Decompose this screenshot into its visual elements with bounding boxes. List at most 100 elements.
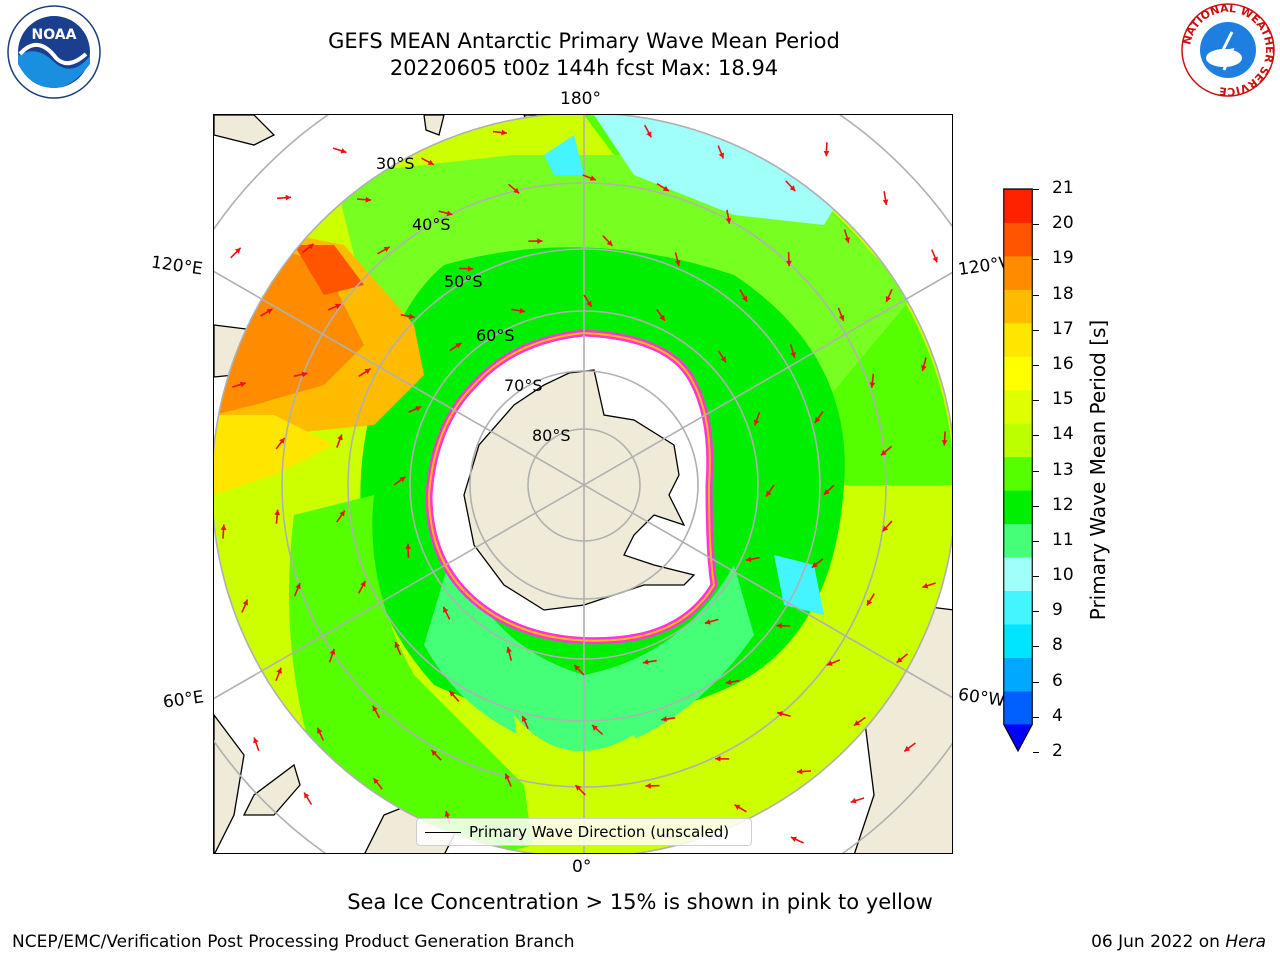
direction-arrow-head (745, 556, 752, 563)
direction-arrow-head (340, 148, 347, 154)
direction-arrow-head (941, 440, 948, 446)
colorbar-segment (1003, 322, 1033, 357)
colorbar-tick-mark (1033, 646, 1039, 648)
direction-arrow-head (234, 247, 241, 254)
colorbar-label: Primary Wave Mean Period [s] (1086, 319, 1110, 621)
colorbar-segment (1003, 255, 1033, 290)
colorbar-segment (1003, 523, 1033, 558)
colorbar-tick-label: 18 (1052, 283, 1074, 304)
colorbar-tick-label: 10 (1052, 565, 1074, 586)
direction-arrow-head (766, 490, 772, 497)
colorbar-tick-mark (1033, 435, 1039, 437)
direction-arrow-head (504, 773, 511, 780)
colorbar-segment (1003, 389, 1033, 424)
colorbar-tick-label: 21 (1052, 178, 1074, 198)
direction-arrow-head (896, 657, 903, 663)
direction-arrow-head (741, 295, 748, 302)
direction-arrow-head (662, 185, 669, 191)
direction-arrow-head (826, 660, 833, 666)
direction-arrow-head (869, 382, 876, 388)
direction-arrow-head (317, 727, 323, 734)
colorbar-tick-label: 17 (1052, 318, 1074, 339)
colorbar-tick-mark (1033, 259, 1039, 261)
direction-arrow-head (790, 351, 796, 358)
direction-arrow-head (295, 583, 301, 590)
direction-arrow-head (715, 755, 721, 762)
footer-date-text: 06 Jun 2022 on (1091, 932, 1226, 952)
direction-arrow-head (789, 185, 796, 192)
direction-arrow-head (922, 582, 929, 589)
colorbar-tick-mark (1033, 540, 1039, 542)
chart-title: GEFS MEAN Antarctic Primary Wave Mean Pe… (328, 29, 840, 53)
direction-arrow-head (329, 648, 336, 655)
colorbar-segment (1003, 423, 1033, 458)
direction-arrow-head (882, 525, 889, 532)
legend-line-sample (425, 832, 461, 833)
colorbar-segment (1003, 657, 1033, 692)
lat-label-30s: 30°S (376, 154, 415, 173)
colorbar-tick-mark (1033, 224, 1039, 226)
colorbar-tick-label: 8 (1052, 635, 1063, 656)
direction-arrow-head (427, 159, 434, 165)
colorbar-tick-mark (1033, 505, 1039, 507)
direction-arrow-head (844, 236, 850, 243)
direction-arrow-head (853, 720, 860, 726)
lat-label-50s: 50°S (444, 272, 483, 291)
direction-arrow-head (446, 210, 453, 217)
direction-arrow-head (591, 725, 598, 731)
direction-arrow-head (220, 524, 227, 531)
direction-arrow-head (405, 543, 411, 550)
colorbar-tick-mark (1033, 400, 1039, 402)
direction-arrow-head (415, 406, 422, 412)
direction-arrow-head (575, 785, 582, 791)
direction-arrow-head (276, 667, 282, 674)
direction-arrow-head (790, 836, 797, 842)
lon-label-60w: 60°W (956, 684, 1007, 712)
colorbar-tick-label: 11 (1052, 529, 1074, 550)
direction-arrow-head (455, 343, 462, 349)
direction-arrow-head (753, 419, 760, 426)
direction-arrow-head (645, 782, 651, 789)
direction-arrow-head (537, 238, 543, 244)
direction-arrow-head (661, 716, 667, 722)
direction-arrow-head (734, 804, 741, 810)
colorbar-tick-label: 13 (1052, 459, 1074, 480)
colorbar-tick-mark (1033, 189, 1039, 190)
chart-subtitle: 20220605 t00z 144h fcst Max: 18.94 (389, 56, 779, 80)
footer-organization: NCEP/EMC/Verification Post Processing Pr… (12, 932, 575, 952)
direction-arrow-head (364, 368, 371, 374)
direction-arrow-head (242, 599, 249, 606)
colorbar (1003, 188, 1033, 753)
footer-date: 06 Jun 2022 on Hera (1091, 932, 1266, 952)
direction-arrow-head (408, 313, 415, 320)
lat-label-80s: 80°S (532, 426, 571, 445)
colorbar-tick-label: 4 (1052, 705, 1063, 726)
colorbar-tick-label: 19 (1052, 248, 1074, 269)
lat-label-60s: 60°S (476, 326, 515, 345)
direction-arrow-head (394, 641, 400, 648)
direction-arrow-head (725, 679, 732, 685)
direction-arrow-head (383, 246, 390, 252)
direction-arrow-head (850, 797, 857, 804)
colorbar-segment (1003, 690, 1033, 725)
direction-arrow-head (720, 356, 726, 363)
direction-arrow-head (519, 307, 526, 314)
noaa-logo-text: NOAA (32, 27, 77, 43)
direction-arrow-head (880, 449, 887, 456)
direction-arrow-head (776, 622, 782, 629)
direction-arrow-head (921, 365, 927, 372)
colorbar-segment (1003, 490, 1033, 525)
legend-label: Primary Wave Direction (unscaled) (469, 823, 730, 841)
graticule (214, 115, 952, 853)
map-legend: Primary Wave Direction (unscaled) (416, 818, 752, 846)
lon-label-0: 0° (572, 857, 592, 877)
direction-arrow-head (373, 778, 380, 785)
colorbar-segment (1003, 222, 1033, 257)
lat-label-70s: 70°S (504, 376, 543, 395)
direction-arrow-head (725, 217, 732, 224)
direction-arrow-head (796, 768, 803, 775)
direction-arrow-head (513, 187, 520, 194)
colorbar-segment (1003, 590, 1033, 625)
direction-arrow-head (823, 489, 830, 495)
direction-arrow-head (521, 715, 528, 722)
